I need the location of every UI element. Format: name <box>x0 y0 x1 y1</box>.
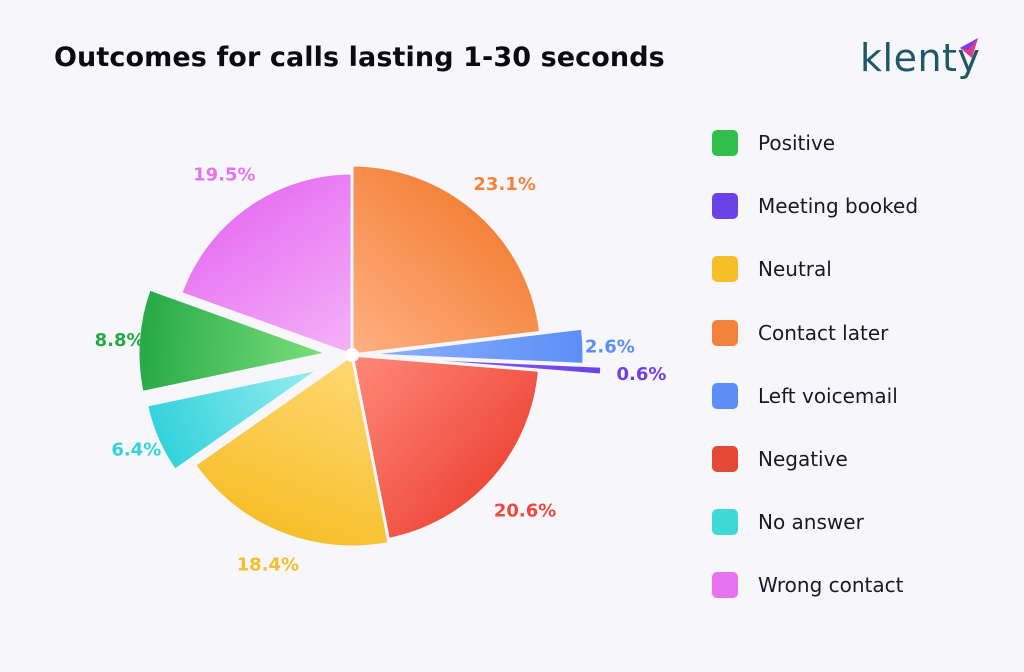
pie-slice-wrong-contact <box>179 171 354 357</box>
legend-swatch <box>712 572 738 599</box>
legend-item-left-voicemail: Left voicemail <box>712 379 898 413</box>
slice-value-label: 0.6% <box>616 364 666 385</box>
legend-swatch <box>712 382 738 409</box>
legend-item-contact-later: Contact later <box>712 316 888 350</box>
legend-label: Contact later <box>758 320 889 345</box>
pie-center-dot <box>345 348 359 362</box>
pie-slice-positive <box>136 287 330 394</box>
legend-item-meeting-booked: Meeting booked <box>712 189 918 223</box>
legend-item-negative: Negative <box>712 442 848 476</box>
legend-item-neutral: Neutral <box>712 252 832 286</box>
klenty-logo: klenty <box>860 36 980 96</box>
slice-value-label: 23.1% <box>473 174 535 195</box>
slice-value-label: 19.5% <box>193 164 255 185</box>
pie-slice-negative <box>350 353 541 541</box>
legend-label: No answer <box>758 510 864 535</box>
pie-slice-contact-later <box>350 163 543 357</box>
slice-value-label: 18.4% <box>237 555 299 576</box>
logo-text: klenty <box>860 36 981 80</box>
slice-value-label: 8.8% <box>95 330 145 351</box>
legend-item-wrong-contact: Wrong contact <box>712 568 903 602</box>
legend-label: Neutral <box>758 257 832 282</box>
pie-slice-neutral <box>193 353 391 549</box>
legend-swatch <box>712 193 738 220</box>
legend-label: Negative <box>758 447 848 471</box>
legend-swatch <box>712 319 738 346</box>
legend-item-positive: Positive <box>712 126 835 160</box>
slice-value-label: 2.6% <box>585 336 635 357</box>
legend-label: Left voicemail <box>758 383 898 408</box>
slice-value-label: 20.6% <box>494 501 556 522</box>
legend-swatch <box>712 446 738 472</box>
legend-swatch <box>712 509 738 536</box>
chart-title: Outcomes for calls lasting 1-30 seconds <box>54 42 665 73</box>
legend-swatch <box>712 130 738 156</box>
slice-value-label: 6.4% <box>111 439 161 460</box>
legend-swatch <box>712 256 738 283</box>
legend-label: Meeting booked <box>758 194 919 219</box>
legend-label: Positive <box>758 131 836 155</box>
legend-label: Wrong contact <box>758 573 904 598</box>
paper-plane-icon <box>960 38 978 58</box>
pie-slice-no-answer <box>145 367 323 472</box>
legend-item-no-answer: No answer <box>712 505 864 539</box>
